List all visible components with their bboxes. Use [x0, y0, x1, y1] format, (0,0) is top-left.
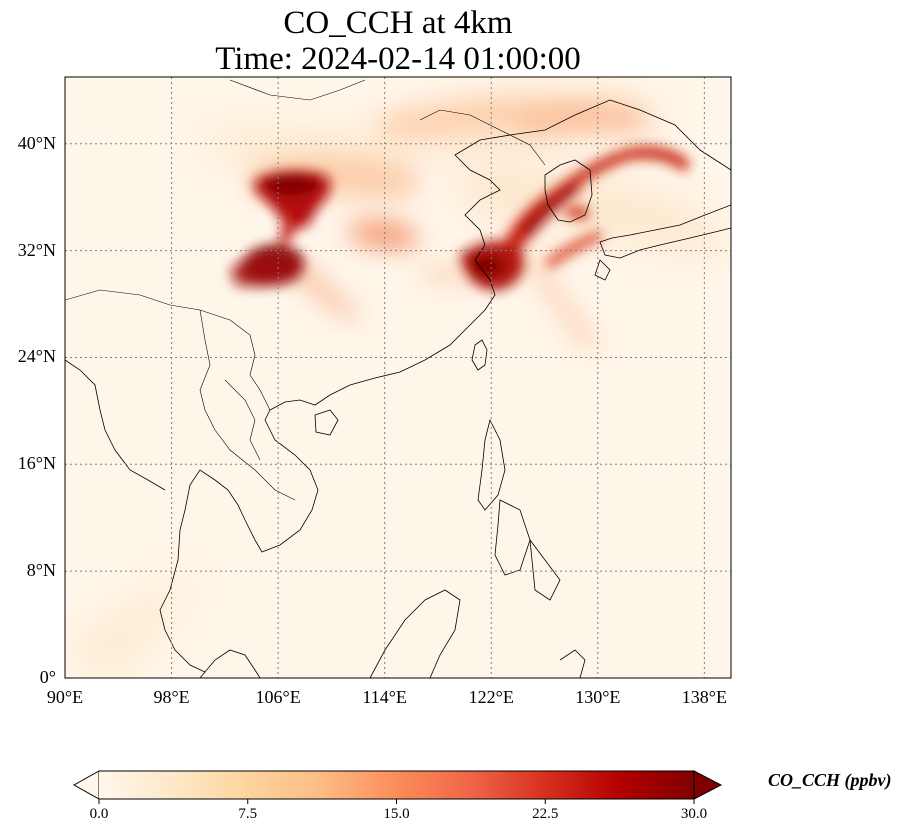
colorbar-extend-max: [693, 770, 723, 800]
colorbar-tick-label: 30.0: [680, 806, 708, 822]
lat-tick-label: 40°N: [17, 132, 56, 153]
lat-tick-label: 24°N: [17, 346, 56, 367]
colorbar-body: [99, 771, 694, 799]
plot-frame: [64, 76, 732, 679]
colorbar-tick-label: 0.0: [89, 806, 109, 822]
lon-tick-label: 114°E: [362, 687, 407, 707]
colorbar-tick-label: 22.5: [532, 806, 559, 822]
map-title-line2: Time: 2024-02-14 01:00:00: [215, 41, 581, 77]
lat-tick-label: 0°: [39, 667, 56, 687]
lat-tick-label: 16°N: [17, 453, 56, 474]
lon-tick-label: 98°E: [153, 687, 190, 707]
map-title-line1: CO_CCH at 4km: [283, 5, 513, 41]
map-field: [65, 77, 731, 678]
colorbar-tick-label: 15.0: [383, 806, 410, 822]
lon-tick-label: 130°E: [575, 687, 621, 707]
coastlines: [65, 79, 731, 678]
lat-tick-label: 32°N: [17, 239, 56, 260]
colorbar-tick-label: 7.5: [238, 806, 258, 822]
colorbar-extend-min: [72, 770, 100, 800]
gridlines: [65, 77, 731, 678]
colorbar-label: CO_CCH (ppbv): [768, 770, 892, 790]
lon-tick-label: 138°E: [681, 687, 727, 707]
lon-tick-label: 106°E: [255, 687, 301, 707]
lat-tick-label: 8°N: [26, 560, 56, 581]
lon-tick-label: 90°E: [46, 687, 84, 707]
lon-tick-label: 122°E: [468, 687, 514, 707]
